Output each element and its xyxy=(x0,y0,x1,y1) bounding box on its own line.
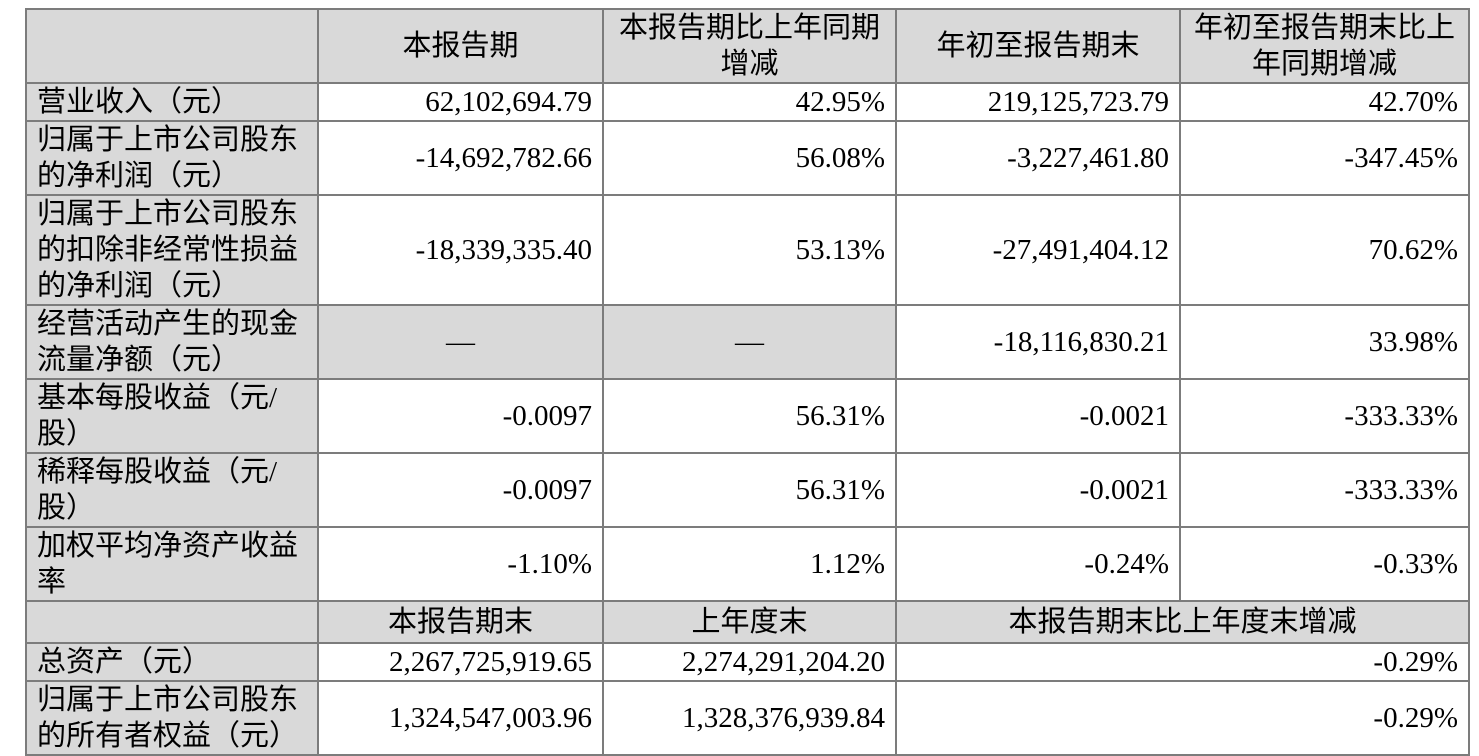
total-assets-label: 总资产（元） xyxy=(25,642,319,682)
net-profit-label: 归属于上市公司股东的净利润（元） xyxy=(25,120,319,196)
row-basic-eps: 基本每股收益（元/股） -0.0097 56.31% -0.0021 -333.… xyxy=(25,378,1470,454)
header-current-period-yoy: 本报告期比上年同期增减 xyxy=(602,8,897,84)
row-total-assets: 总资产（元） 2,267,725,919.65 2,274,291,204.20… xyxy=(25,642,1470,682)
operating-cash-flow-ytd-yoy: 33.98% xyxy=(1179,304,1470,380)
weighted-avg-roe-current: -1.10% xyxy=(317,526,604,602)
basic-eps-current: -0.0097 xyxy=(317,378,604,454)
row-net-profit: 归属于上市公司股东的净利润（元） -14,692,782.66 56.08% -… xyxy=(25,120,1470,196)
weighted-avg-roe-current-yoy: 1.12% xyxy=(602,526,897,602)
row-net-profit-excl-nonrecurring: 归属于上市公司股东的扣除非经常性损益的净利润（元） -18,339,335.40… xyxy=(25,194,1470,306)
operating-revenue-current-yoy: 42.95% xyxy=(602,82,897,122)
subheader-row: 本报告期末 上年度末 本报告期末比上年度末增减 xyxy=(25,600,1470,644)
weighted-avg-roe-ytd-yoy: -0.33% xyxy=(1179,526,1470,602)
header-empty-cell xyxy=(25,8,319,84)
net-profit-current-yoy: 56.08% xyxy=(602,120,897,196)
total-assets-change: -0.29% xyxy=(895,642,1470,682)
row-diluted-eps: 稀释每股收益（元/股） -0.0097 56.31% -0.0021 -333.… xyxy=(25,452,1470,528)
subheader-empty-cell xyxy=(25,600,319,644)
row-operating-revenue: 营业收入（元） 62,102,694.79 42.95% 219,125,723… xyxy=(25,82,1470,122)
row-shareholders-equity: 归属于上市公司股东的所有者权益（元） 1,324,547,003.96 1,32… xyxy=(25,680,1470,756)
basic-eps-current-yoy: 56.31% xyxy=(602,378,897,454)
shareholders-equity-period-end: 1,324,547,003.96 xyxy=(317,680,604,756)
diluted-eps-label: 稀释每股收益（元/股） xyxy=(25,452,319,528)
basic-eps-ytd: -0.0021 xyxy=(895,378,1181,454)
total-assets-period-end: 2,267,725,919.65 xyxy=(317,642,604,682)
diluted-eps-ytd-yoy: -333.33% xyxy=(1179,452,1470,528)
operating-cash-flow-label: 经营活动产生的现金流量净额（元） xyxy=(25,304,319,380)
weighted-avg-roe-ytd: -0.24% xyxy=(895,526,1181,602)
basic-eps-ytd-yoy: -333.33% xyxy=(1179,378,1470,454)
row-weighted-avg-roe: 加权平均净资产收益率 -1.10% 1.12% -0.24% -0.33% xyxy=(25,526,1470,602)
header-ytd-yoy: 年初至报告期末比上年同期增减 xyxy=(1179,8,1470,84)
shareholders-equity-change: -0.29% xyxy=(895,680,1470,756)
operating-cash-flow-ytd: -18,116,830.21 xyxy=(895,304,1181,380)
header-ytd: 年初至报告期末 xyxy=(895,8,1181,84)
net-profit-ytd-yoy: -347.45% xyxy=(1179,120,1470,196)
diluted-eps-current-yoy: 56.31% xyxy=(602,452,897,528)
weighted-avg-roe-label: 加权平均净资产收益率 xyxy=(25,526,319,602)
operating-revenue-ytd: 219,125,723.79 xyxy=(895,82,1181,122)
financial-summary-table: 本报告期 本报告期比上年同期增减 年初至报告期末 年初至报告期末比上年同期增减 … xyxy=(25,8,1470,756)
shareholders-equity-label: 归属于上市公司股东的所有者权益（元） xyxy=(25,680,319,756)
net-profit-excl-nonrecurring-current: -18,339,335.40 xyxy=(317,194,604,306)
net-profit-excl-nonrecurring-current-yoy: 53.13% xyxy=(602,194,897,306)
net-profit-excl-nonrecurring-ytd: -27,491,404.12 xyxy=(895,194,1181,306)
diluted-eps-current: -0.0097 xyxy=(317,452,604,528)
operating-revenue-ytd-yoy: 42.70% xyxy=(1179,82,1470,122)
header-row: 本报告期 本报告期比上年同期增减 年初至报告期末 年初至报告期末比上年同期增减 xyxy=(25,8,1470,84)
net-profit-excl-nonrecurring-ytd-yoy: 70.62% xyxy=(1179,194,1470,306)
header-current-period: 本报告期 xyxy=(317,8,604,84)
subheader-prev-year-end: 上年度末 xyxy=(602,600,897,644)
operating-revenue-label: 营业收入（元） xyxy=(25,82,319,122)
net-profit-current: -14,692,782.66 xyxy=(317,120,604,196)
subheader-period-end: 本报告期末 xyxy=(317,600,604,644)
shareholders-equity-prev-year-end: 1,328,376,939.84 xyxy=(602,680,897,756)
net-profit-ytd: -3,227,461.80 xyxy=(895,120,1181,196)
basic-eps-label: 基本每股收益（元/股） xyxy=(25,378,319,454)
operating-cash-flow-current-yoy-dash: — xyxy=(602,304,897,380)
subheader-period-end-change: 本报告期末比上年度末增减 xyxy=(895,600,1470,644)
total-assets-prev-year-end: 2,274,291,204.20 xyxy=(602,642,897,682)
operating-cash-flow-current-dash: — xyxy=(317,304,604,380)
operating-revenue-current: 62,102,694.79 xyxy=(317,82,604,122)
diluted-eps-ytd: -0.0021 xyxy=(895,452,1181,528)
row-operating-cash-flow: 经营活动产生的现金流量净额（元） — — -18,116,830.21 33.9… xyxy=(25,304,1470,380)
net-profit-excl-nonrecurring-label: 归属于上市公司股东的扣除非经常性损益的净利润（元） xyxy=(25,194,319,306)
